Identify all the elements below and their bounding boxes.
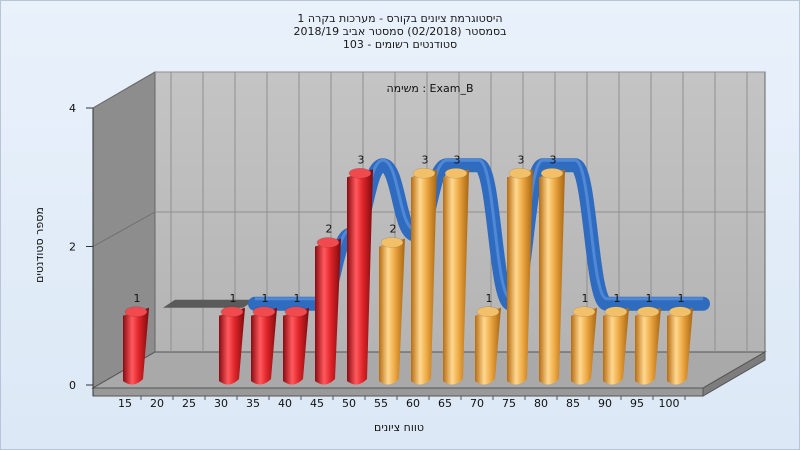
data-label-35: 1 bbox=[262, 292, 269, 305]
bar-75 bbox=[507, 169, 533, 385]
bar-top-40 bbox=[284, 306, 308, 317]
bar-top-60 bbox=[412, 168, 436, 179]
bar-top-75 bbox=[508, 168, 532, 179]
data-label-65: 3 bbox=[454, 153, 461, 166]
bar-40 bbox=[283, 307, 309, 385]
chart-subtitle: משימה : Exam_B bbox=[386, 82, 473, 95]
bar-top-30 bbox=[220, 306, 244, 317]
x-tick-label: 55 bbox=[374, 397, 388, 410]
data-label-40: 1 bbox=[294, 292, 301, 305]
x-tick-label: 70 bbox=[470, 397, 484, 410]
x-tick-label: 95 bbox=[630, 397, 644, 410]
bar-65 bbox=[443, 169, 469, 385]
bar-top-80 bbox=[540, 168, 564, 179]
bar-top-65 bbox=[444, 168, 468, 179]
y-tick-label: 2 bbox=[69, 241, 76, 254]
trend-flat-segment bbox=[163, 299, 255, 308]
bar-95 bbox=[635, 307, 661, 385]
bar-top-100 bbox=[668, 306, 692, 317]
x-tick-label: 35 bbox=[246, 397, 260, 410]
bar-35 bbox=[251, 307, 277, 385]
y-axis-title: מספר סטודנטים bbox=[33, 207, 46, 283]
x-tick-label: 45 bbox=[310, 397, 324, 410]
bar-15 bbox=[123, 307, 149, 385]
data-label-75: 3 bbox=[518, 153, 525, 166]
data-label-100: 1 bbox=[678, 292, 685, 305]
x-tick-label: 20 bbox=[150, 397, 164, 410]
gridline-depth bbox=[92, 71, 156, 109]
data-label-70: 1 bbox=[486, 292, 493, 305]
bar-top-50 bbox=[348, 168, 372, 179]
bar-top-15 bbox=[124, 306, 148, 317]
bar-50 bbox=[347, 169, 373, 385]
axes: 0 2 4 15 20 25 30 35 40 45 50 55 60 65 70 75 80 85 90 95 100 bbox=[69, 102, 686, 410]
data-label-15: 1 bbox=[134, 292, 141, 305]
chart-title-line-1: היסטוגרמת ציונים בקורס - מערכות בקרה 1 bbox=[297, 12, 503, 25]
data-label-85: 1 bbox=[582, 292, 589, 305]
chart-floor-side bbox=[702, 351, 766, 397]
x-tick-label: 50 bbox=[342, 397, 356, 410]
data-label-30: 1 bbox=[230, 292, 237, 305]
data-label-45: 2 bbox=[326, 223, 333, 236]
bar-85 bbox=[571, 307, 597, 385]
x-tick-label: 60 bbox=[406, 397, 420, 410]
y-tick-label: 0 bbox=[69, 379, 76, 392]
bar-30 bbox=[219, 307, 245, 385]
data-labels: 1 1 1 1 2 3 2 3 3 1 3 3 1 1 1 1 bbox=[134, 153, 685, 305]
x-tick-label: 30 bbox=[214, 397, 228, 410]
chart-title-line-3: סטודנטים רשומים - 103 bbox=[342, 38, 458, 51]
x-tick-label: 75 bbox=[502, 397, 516, 410]
bars bbox=[123, 168, 693, 385]
chart-title-line-2: בסמסטר (02/2018) סמסטר אביב 2018/19 bbox=[293, 25, 507, 38]
bar-top-95 bbox=[636, 306, 660, 317]
x-tick-label: 15 bbox=[118, 397, 132, 410]
bar-45 bbox=[315, 238, 341, 385]
data-label-50: 3 bbox=[358, 153, 365, 166]
bar-top-85 bbox=[572, 306, 596, 317]
bar-60 bbox=[411, 169, 437, 385]
bar-top-55 bbox=[380, 237, 404, 248]
gridline-depth bbox=[92, 211, 156, 247]
data-label-95: 1 bbox=[646, 292, 653, 305]
y-tick-label: 4 bbox=[69, 102, 76, 115]
data-label-55: 2 bbox=[390, 223, 397, 236]
x-axis-title: טווח ציונים bbox=[374, 421, 424, 434]
x-tick-label: 85 bbox=[566, 397, 580, 410]
chart-floor-edge bbox=[92, 387, 704, 397]
x-tick-label: 80 bbox=[534, 397, 548, 410]
x-tick-label: 40 bbox=[278, 397, 292, 410]
bar-top-35 bbox=[252, 306, 276, 317]
bar-top-45 bbox=[316, 237, 340, 248]
bar-70 bbox=[475, 307, 501, 385]
x-tick-label: 25 bbox=[182, 397, 196, 410]
x-tick-label: 65 bbox=[438, 397, 452, 410]
x-tick-label: 100 bbox=[659, 397, 680, 410]
bar-100 bbox=[667, 307, 693, 385]
data-label-90: 1 bbox=[614, 292, 621, 305]
bar-top-70 bbox=[476, 306, 500, 317]
bar-55 bbox=[379, 238, 405, 385]
bar-top-90 bbox=[604, 306, 628, 317]
data-label-60: 3 bbox=[422, 153, 429, 166]
bar-90 bbox=[603, 307, 629, 385]
data-label-80: 3 bbox=[550, 153, 557, 166]
x-tick-label: 90 bbox=[598, 397, 612, 410]
bar-80 bbox=[539, 169, 565, 385]
